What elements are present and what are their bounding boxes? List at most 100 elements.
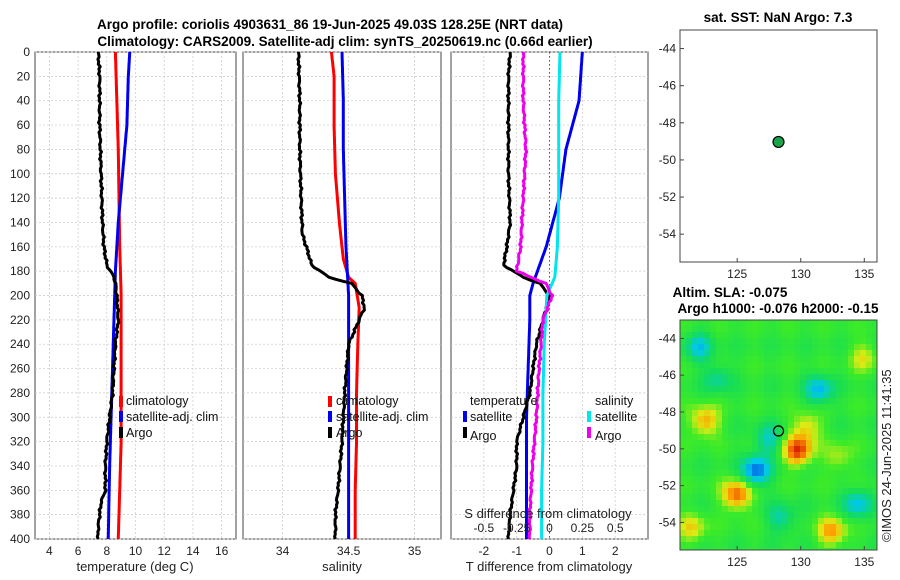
heatmap-cell <box>848 524 855 531</box>
heatmap-cell <box>692 434 699 441</box>
heatmap-cell <box>716 452 723 459</box>
heatmap-cell <box>770 416 777 423</box>
heatmap-cell <box>788 332 795 339</box>
heatmap-cell <box>830 362 837 369</box>
heatmap-cell <box>812 512 819 519</box>
heatmap-cell <box>728 488 735 495</box>
heatmap-cell <box>752 536 759 543</box>
heatmap-cell <box>698 398 705 405</box>
heatmap-cell <box>734 320 741 327</box>
heatmap-cell <box>806 488 813 495</box>
heatmap-cell <box>710 518 717 525</box>
heatmap-cell <box>788 476 795 483</box>
heatmap-cell <box>746 362 753 369</box>
heatmap-cell <box>794 374 801 381</box>
heatmap-cell <box>764 506 771 513</box>
heatmap-cell <box>872 326 877 333</box>
heatmap-cell <box>836 332 843 339</box>
heatmap-cell <box>818 404 825 411</box>
heatmap-cell <box>854 464 861 471</box>
heatmap-cell <box>752 386 759 393</box>
heatmap-cell <box>848 422 855 429</box>
heatmap-cell <box>782 464 789 471</box>
heatmap-cell <box>734 350 741 357</box>
heatmap-cell <box>788 488 795 495</box>
heatmap-cell <box>692 404 699 411</box>
heatmap-cell <box>698 386 705 393</box>
heatmap-cell <box>770 488 777 495</box>
heatmap-cell <box>758 338 765 345</box>
heatmap-cell <box>686 416 693 423</box>
heatmap-cell <box>752 338 759 345</box>
heatmap-cell <box>758 512 765 519</box>
heatmap-cell <box>734 428 741 435</box>
heatmap-cell <box>872 422 877 429</box>
heatmap-cell <box>686 506 693 513</box>
heatmap-cell <box>872 542 877 549</box>
heatmap-cell <box>830 332 837 339</box>
heatmap-cell <box>686 380 693 387</box>
heatmap-cell <box>692 458 699 465</box>
heatmap-cell <box>698 416 705 423</box>
heatmap-cell <box>758 440 765 447</box>
heatmap-cell <box>686 434 693 441</box>
heatmap-cell <box>812 500 819 507</box>
heatmap-cell <box>698 524 705 531</box>
heatmap-cell <box>752 344 759 351</box>
heatmap-cell <box>710 350 717 357</box>
heatmap-cell <box>800 422 807 429</box>
heatmap-cell <box>734 488 741 495</box>
heatmap-cell <box>800 404 807 411</box>
heatmap-cell <box>752 356 759 363</box>
heatmap-cell <box>716 482 723 489</box>
heatmap-cell <box>782 536 789 543</box>
heatmap-cell <box>770 380 777 387</box>
x-tick-label: 34.5 <box>337 544 361 558</box>
heatmap-cell <box>794 332 801 339</box>
heatmap-cell <box>722 518 729 525</box>
heatmap-cell <box>746 494 753 501</box>
heatmap-cell <box>776 392 783 399</box>
heatmap-cell <box>806 416 813 423</box>
heatmap-cell <box>746 500 753 507</box>
heatmap-cell <box>704 350 711 357</box>
heatmap-cell <box>866 488 873 495</box>
heatmap-cell <box>740 326 747 333</box>
heatmap-cell <box>848 512 855 519</box>
heatmap-cell <box>770 356 777 363</box>
heatmap-cell <box>818 494 825 501</box>
heatmap-cell <box>728 464 735 471</box>
heatmap-cell <box>764 512 771 519</box>
heatmap-cell <box>764 458 771 465</box>
heatmap-cell <box>728 518 735 525</box>
heatmap-cell <box>800 506 807 513</box>
heatmap-cell <box>740 518 747 525</box>
heatmap-cell <box>848 368 855 375</box>
x-tick-label: 34 <box>276 544 290 558</box>
heatmap-cell <box>728 398 735 405</box>
heatmap-cell <box>716 512 723 519</box>
heatmap-cell <box>746 512 753 519</box>
heatmap-cell <box>794 326 801 333</box>
heatmap-cell <box>824 542 831 549</box>
heatmap-cell <box>722 374 729 381</box>
heatmap-cell <box>854 350 861 357</box>
heatmap-cell <box>758 500 765 507</box>
heatmap-cell <box>680 416 687 423</box>
heatmap-cell <box>740 476 747 483</box>
heatmap-cell <box>698 422 705 429</box>
heatmap-cell <box>692 488 699 495</box>
heatmap-cell <box>758 446 765 453</box>
heatmap-cell <box>866 476 873 483</box>
heatmap-cell <box>872 362 877 369</box>
heatmap-cell <box>704 338 711 345</box>
heatmap-cell <box>698 320 705 327</box>
heatmap-cell <box>746 458 753 465</box>
heatmap-cell <box>710 536 717 543</box>
heatmap-cell <box>836 356 843 363</box>
heatmap-cell <box>758 524 765 531</box>
heatmap-cell <box>776 524 783 531</box>
heatmap-cell <box>680 458 687 465</box>
heatmap-cell <box>794 362 801 369</box>
heatmap-cell <box>752 518 759 525</box>
